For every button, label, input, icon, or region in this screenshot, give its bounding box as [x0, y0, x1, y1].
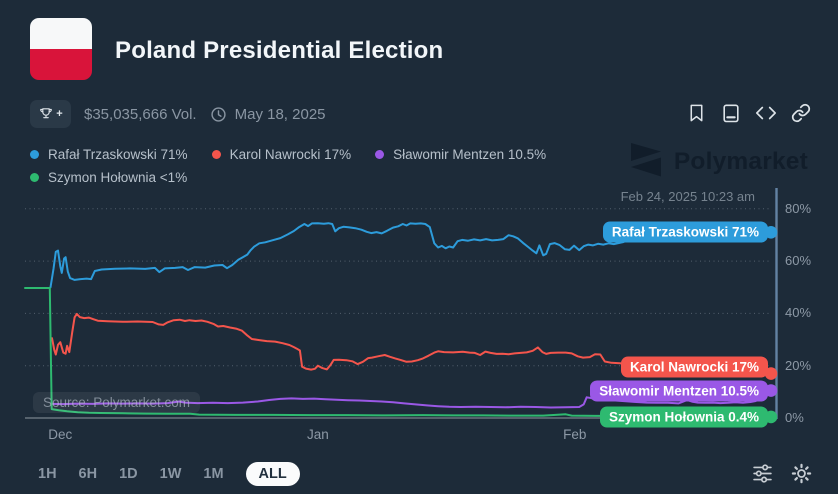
legend-row-1: Rafał Trzaskowski 71% Karol Nawrocki 17%…: [30, 147, 546, 162]
timeframe-1m[interactable]: 1M: [203, 466, 224, 482]
timeframe-selector: 1H 6H 1D 1W 1M ALL: [38, 459, 300, 489]
chart-legend: Rafał Trzaskowski 71% Karol Nawrocki 17%…: [30, 147, 546, 185]
header-action-icons: [685, 102, 812, 124]
crosshair-timestamp: Feb 24, 2025 10:23 am: [620, 189, 755, 204]
legend-dot-red: [211, 150, 221, 159]
polymarket-watermark: Polymarket: [629, 142, 808, 182]
legend-label: Rafał Trzaskowski 71%: [48, 147, 188, 162]
series-label-trzaskowski: Rafał Trzaskowski 71%: [602, 221, 768, 243]
series-line-Karol Nawrocki: [51, 312, 772, 375]
legend-row-2: Szymon Hołownia <1%: [30, 170, 546, 185]
clock-icon: [210, 106, 227, 123]
x-axis-label: Feb: [563, 427, 587, 442]
bookmark-icon[interactable]: [685, 102, 707, 124]
legend-item-holownia: Szymon Hołownia <1%: [30, 170, 187, 185]
volume-label: $35,035,666 Vol.: [84, 105, 197, 123]
legend-dot-green: [30, 173, 39, 182]
series-label-mentzen: Sławomir Mentzen 10.5%: [590, 380, 768, 402]
timeframe-all[interactable]: ALL: [245, 462, 300, 486]
x-axis-label: Jan: [306, 427, 329, 442]
series-label-holownia: Szymon Hołownia 0.4%: [599, 406, 768, 428]
polymarket-brand-text: Polymarket: [673, 148, 808, 175]
legend-label: Karol Nawrocki 17%: [229, 147, 352, 162]
legend-item-nawrocki: Karol Nawrocki 17%: [211, 147, 352, 162]
poland-flag-icon: [30, 18, 92, 80]
embed-code-icon[interactable]: [755, 102, 777, 124]
gear-icon[interactable]: [790, 461, 812, 485]
y-axis-label: 0%: [785, 410, 804, 425]
leaderboard-button[interactable]: +: [30, 100, 71, 128]
trophy-icon: [38, 106, 54, 122]
y-axis-label: 40%: [785, 305, 812, 321]
x-axis-label: Dec: [48, 427, 73, 442]
y-axis-label: 60%: [785, 253, 812, 269]
timeframe-1w[interactable]: 1W: [159, 466, 182, 482]
y-axis-label: 80%: [785, 200, 812, 216]
market-meta-row: + $35,035,666 Vol. May 18, 2025: [30, 100, 326, 128]
series-line-Rafał Trzaskowski: [49, 222, 772, 289]
plus-label: +: [56, 107, 63, 120]
document-icon[interactable]: [720, 102, 742, 124]
chart-tool-icons: [751, 461, 812, 485]
end-date: May 18, 2025: [210, 106, 326, 123]
legend-label: Szymon Hołownia <1%: [48, 170, 188, 185]
chart-settings-sliders-icon[interactable]: [751, 461, 773, 485]
timeframe-1h[interactable]: 1H: [38, 466, 57, 482]
legend-dot-blue: [30, 150, 39, 159]
page-title: Poland Presidential Election: [115, 37, 444, 64]
series-line-Sławomir Mentzen: [51, 389, 772, 409]
legend-dot-purple: [375, 150, 385, 159]
link-icon[interactable]: [790, 102, 812, 124]
end-date-label: May 18, 2025: [234, 105, 326, 123]
source-watermark: Source: Polymarket.com: [33, 392, 201, 413]
y-axis-label: 20%: [785, 357, 812, 373]
flag-red-stripe: [30, 49, 92, 80]
legend-item-trzaskowski: Rafał Trzaskowski 71%: [30, 147, 188, 162]
polymarket-logo-icon: [629, 142, 663, 182]
legend-label: Sławomir Mentzen 10.5%: [393, 147, 547, 162]
flag-white-stripe: [30, 18, 92, 49]
legend-item-mentzen: Sławomir Mentzen 10.5%: [375, 147, 546, 162]
timeframe-1d[interactable]: 1D: [119, 466, 138, 482]
series-label-nawrocki: Karol Nawrocki 17%: [620, 356, 768, 378]
timeframe-6h[interactable]: 6H: [78, 466, 98, 482]
